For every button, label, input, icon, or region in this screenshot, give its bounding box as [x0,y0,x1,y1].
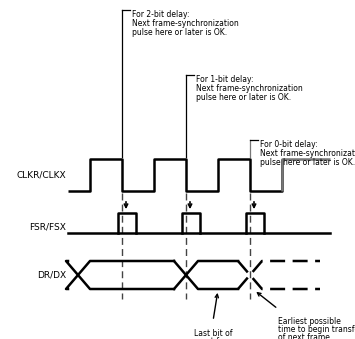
Text: time to begin transfer: time to begin transfer [278,325,355,334]
Text: For 0-bit delay:: For 0-bit delay: [260,140,318,149]
Text: For 2-bit delay:: For 2-bit delay: [132,10,190,19]
Text: Last bit of: Last bit of [194,329,232,338]
Text: Next frame-synchronization: Next frame-synchronization [132,19,239,28]
Text: Next frame-synchronization: Next frame-synchronization [260,149,355,158]
Text: current frame: current frame [186,337,240,339]
Text: Next frame-synchronization: Next frame-synchronization [196,84,303,93]
Text: pulse here or later is OK.: pulse here or later is OK. [260,158,355,167]
Text: CLKR/CLKX: CLKR/CLKX [16,171,66,179]
Text: FSR/FSX: FSR/FSX [29,222,66,232]
Text: DR/DX: DR/DX [37,271,66,279]
Text: Earliest possible: Earliest possible [278,317,341,326]
Text: of next frame: of next frame [278,333,330,339]
Text: pulse here or later is OK.: pulse here or later is OK. [196,93,291,102]
Text: For 1-bit delay:: For 1-bit delay: [196,75,253,84]
Text: pulse here or later is OK.: pulse here or later is OK. [132,28,227,37]
